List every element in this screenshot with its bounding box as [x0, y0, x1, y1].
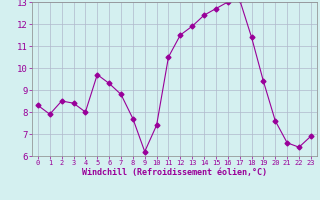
X-axis label: Windchill (Refroidissement éolien,°C): Windchill (Refroidissement éolien,°C)	[82, 168, 267, 177]
